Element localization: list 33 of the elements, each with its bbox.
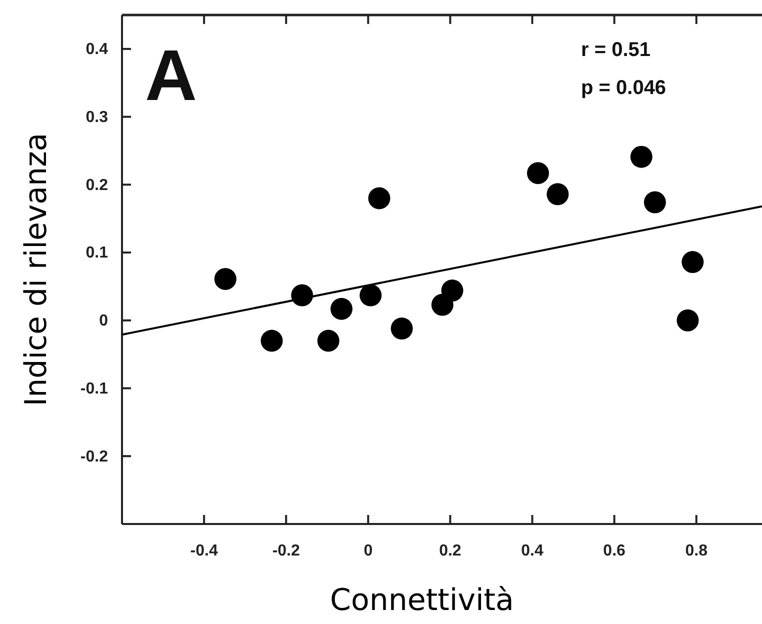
y-tick-label: 0 [99, 312, 108, 330]
point [682, 251, 704, 274]
point [441, 280, 464, 302]
point [214, 268, 236, 290]
point [546, 183, 569, 206]
point [317, 330, 340, 352]
x-tick-label: 0.4 [521, 542, 544, 560]
x-tick-label: 0.2 [439, 542, 462, 560]
y-tick-label: 0.4 [86, 41, 108, 58]
x-tick-label: 0.6 [603, 542, 626, 560]
y-tick-label: -0.2 [80, 448, 108, 466]
point [260, 330, 283, 352]
y-tick-label: -0.1 [80, 380, 108, 398]
x-tick-label: 0 [364, 542, 373, 560]
x-tick-label: -0.4 [190, 542, 218, 560]
y-tick-label: 0.3 [86, 108, 108, 126]
y-tick-label: 0.2 [86, 176, 108, 194]
point [676, 309, 699, 332]
y-tick-label: 0.1 [86, 244, 108, 262]
y-axis-title: Indice di rilevanza [19, 132, 54, 406]
point [368, 187, 390, 210]
point [630, 146, 652, 168]
point [390, 318, 413, 340]
point [330, 298, 352, 320]
annotation: A [145, 36, 197, 116]
point [360, 284, 382, 306]
x-tick-label: -0.2 [272, 542, 300, 560]
annotation: p = 0.046 [581, 77, 666, 99]
x-tick-label: 0.8 [685, 542, 708, 560]
point [644, 191, 666, 214]
point [527, 162, 549, 184]
annotation: r = 0.51 [581, 39, 651, 61]
x-axis-title: Connettività [330, 583, 514, 618]
